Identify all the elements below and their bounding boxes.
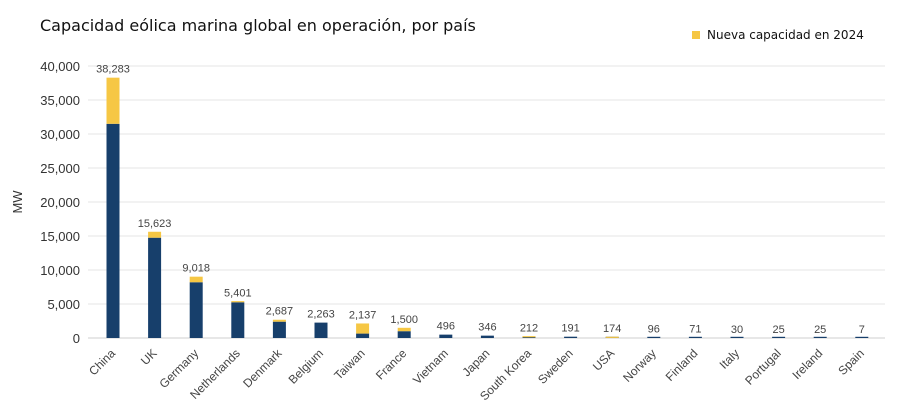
bar-segment-existing xyxy=(231,302,245,338)
bar-segment-existing xyxy=(272,321,286,338)
y-tick-label: 0 xyxy=(73,331,80,346)
data-label: 191 xyxy=(561,323,579,335)
bar-segment-existing xyxy=(647,336,661,338)
bar-segment-existing xyxy=(106,123,120,338)
data-label: 15,623 xyxy=(138,218,172,230)
y-tick-label: 35,000 xyxy=(40,93,80,108)
data-label: 5,401 xyxy=(224,287,252,299)
bar-segment-new-2024 xyxy=(231,301,245,303)
category-label: France xyxy=(373,346,410,383)
category-label: USA xyxy=(590,346,617,373)
bar-segment-existing xyxy=(148,237,162,338)
category-label: Norway xyxy=(620,346,659,385)
bar-segment-new-2024 xyxy=(397,327,411,332)
bars xyxy=(106,77,869,338)
y-tick-label: 25,000 xyxy=(40,161,80,176)
data-labels: 38,283 15,623 9,018 5,401 2,687 2,263 2,137 1,5… xyxy=(96,64,865,336)
chart-title: Capacidad eólica marina global en operac… xyxy=(40,16,476,35)
bar-segment-existing xyxy=(439,334,453,338)
y-tick-label: 15,000 xyxy=(40,229,80,244)
y-axis-label: MW xyxy=(10,190,25,214)
bar-segment-new-2024 xyxy=(356,323,370,334)
bar-segment-new-2024 xyxy=(605,336,619,338)
data-label: 25 xyxy=(772,324,784,336)
bar-segment-new-2024 xyxy=(522,336,536,338)
bar-segment-existing xyxy=(356,333,370,338)
category-label: Vietnam xyxy=(410,346,451,387)
category-label: Denmark xyxy=(240,346,285,391)
data-label: 174 xyxy=(603,323,621,335)
y-tick-label: 20,000 xyxy=(40,195,80,210)
legend-label-new-capacity: Nueva capacidad en 2024 xyxy=(707,28,864,42)
data-label: 9,018 xyxy=(182,263,210,275)
bar-segment-existing xyxy=(480,335,494,338)
data-label: 38,283 xyxy=(96,64,130,76)
data-label: 2,137 xyxy=(349,309,377,321)
y-tick-label: 40,000 xyxy=(40,59,80,74)
data-label: 212 xyxy=(520,323,538,335)
bar-segment-existing xyxy=(314,322,328,338)
legend: Nueva capacidad en 2024 xyxy=(692,28,864,42)
data-label: 2,687 xyxy=(266,306,294,318)
category-label: Ireland xyxy=(789,346,825,382)
bar-segment-existing xyxy=(564,336,578,338)
y-axis-ticks: 0 5,000 10,000 15,000 20,000 25,000 30,000 35,0… xyxy=(40,59,80,346)
bar-segment-existing xyxy=(730,336,744,338)
data-label: 7 xyxy=(859,324,865,336)
y-tick-label: 5,000 xyxy=(47,297,80,312)
category-label: Taiwan xyxy=(331,346,367,382)
bar-segment-existing xyxy=(189,282,203,338)
category-label: Belgium xyxy=(286,346,327,387)
data-label: 30 xyxy=(731,324,743,336)
bar-segment-new-2024 xyxy=(189,276,203,283)
y-tick-label: 30,000 xyxy=(40,127,80,142)
category-label: Finland xyxy=(663,346,701,384)
category-label: Italy xyxy=(717,346,742,371)
bar-segment-new-2024 xyxy=(148,231,162,238)
bar-segment-existing xyxy=(397,331,411,338)
data-label: 71 xyxy=(689,324,701,336)
data-label: 25 xyxy=(814,324,826,336)
data-label: 2,263 xyxy=(307,309,335,321)
bar-segment-new-2024 xyxy=(106,77,120,124)
data-label: 1,500 xyxy=(390,314,418,326)
bar-segment-existing xyxy=(522,336,536,338)
grid-lines xyxy=(88,65,885,339)
y-tick-label: 10,000 xyxy=(40,263,80,278)
category-label: UK xyxy=(138,346,160,368)
data-label: 96 xyxy=(648,323,660,335)
data-label: 346 xyxy=(478,322,496,334)
data-label: 496 xyxy=(437,321,455,333)
bar-segment-existing xyxy=(772,336,786,338)
category-label: China xyxy=(86,346,118,378)
bar-segment-existing xyxy=(813,336,827,338)
category-label: Spain xyxy=(835,346,867,378)
bar-segment-existing xyxy=(855,336,869,338)
category-label: Japan xyxy=(459,346,492,379)
category-label: Portugal xyxy=(742,346,784,388)
bar-segment-existing xyxy=(688,336,702,338)
category-label: Sweden xyxy=(535,346,576,387)
legend-swatch-new-capacity xyxy=(692,31,700,39)
bar-segment-new-2024 xyxy=(272,319,286,322)
